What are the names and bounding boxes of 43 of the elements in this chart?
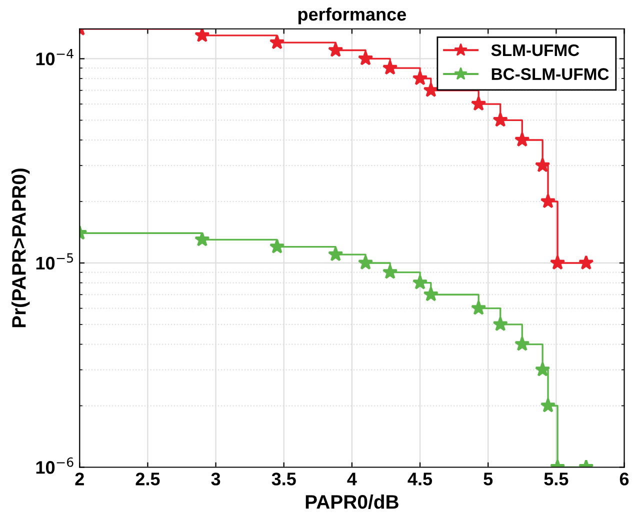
legend-label: SLM-UFMC: [491, 44, 580, 56]
point: [540, 194, 556, 208]
point: [358, 254, 374, 270]
point: [423, 82, 439, 98]
point: [492, 112, 508, 127]
chart-title: performance: [298, 7, 406, 24]
point: [540, 398, 556, 412]
x-tick-label: 5.5: [544, 472, 568, 486]
point: [534, 362, 550, 376]
x-tick-label: 3: [211, 472, 220, 486]
point: [382, 60, 398, 75]
y-tick-label: 10$^{−5}$: [36, 253, 74, 270]
x-tick-label: 3.5: [272, 472, 296, 486]
point: [412, 70, 428, 86]
point: [328, 246, 344, 262]
point: [194, 28, 210, 42]
point: [578, 254, 594, 270]
point: [328, 42, 344, 57]
point: [470, 96, 486, 111]
point: [412, 274, 428, 290]
point: [492, 316, 508, 332]
y-axis-title: Pr(PAPR>PAPR0): [12, 168, 30, 328]
point: [194, 232, 210, 246]
point: [269, 238, 285, 254]
x-tick-label: 5: [484, 472, 493, 486]
x-tick-label: 6: [620, 472, 629, 486]
y-tick-label: 10$^{−4}$: [36, 49, 74, 66]
point: [382, 264, 398, 279]
x-tick-label: 2: [75, 472, 84, 486]
point: [514, 336, 530, 351]
point: [534, 158, 550, 172]
y-tick-label: 10$^{−6}$: [36, 457, 74, 474]
point: [269, 34, 285, 50]
point: [514, 132, 530, 147]
legend-label: BC-SLM-UFMC: [492, 68, 609, 80]
point: [470, 300, 486, 315]
point: [423, 286, 439, 302]
x-tick-label: 4: [347, 472, 357, 486]
point: [550, 254, 566, 270]
x-tick-label: 4.5: [408, 472, 432, 486]
x-tick-label: 2.5: [136, 472, 160, 486]
x-axis-title: PAPR0/dB: [306, 494, 398, 509]
point: [358, 50, 374, 66]
